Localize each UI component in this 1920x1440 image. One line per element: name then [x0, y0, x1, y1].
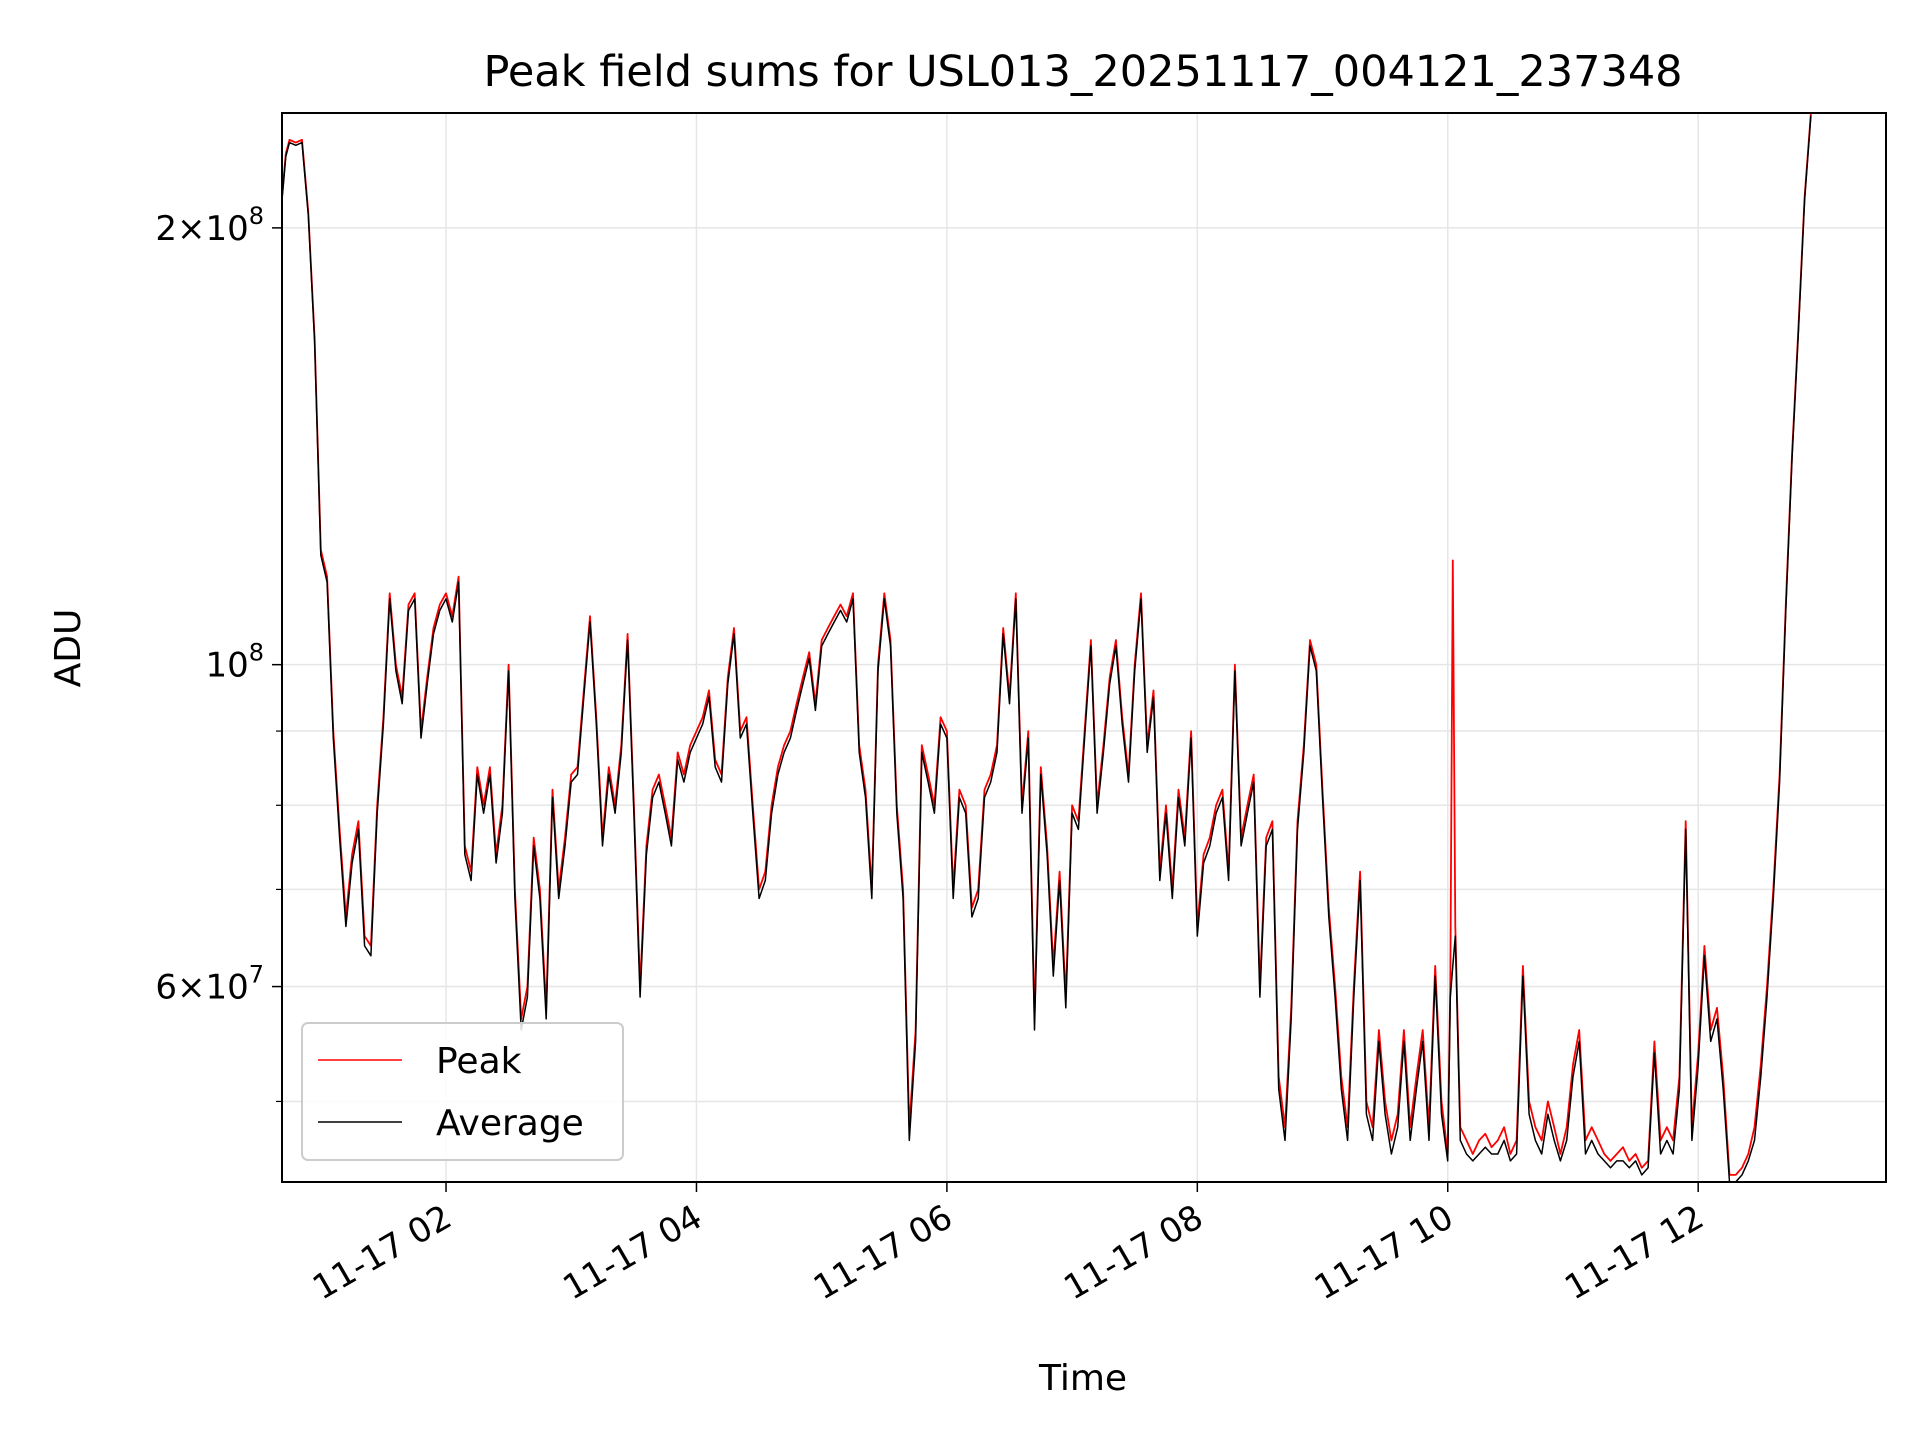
legend-average-label: Average	[436, 1103, 584, 1144]
y-axis-label: ADU	[48, 609, 89, 688]
legend-peak-label: Peak	[436, 1041, 522, 1082]
y-tick-label: 2×108	[155, 202, 264, 249]
series-line-average	[281, 115, 1812, 1183]
y-tick-label: 6×107	[155, 961, 264, 1008]
plot-frame	[281, 112, 1887, 1183]
chart-title: Peak field sums for USL013_20251117_0041…	[483, 47, 1682, 97]
legend: Peak Average	[301, 1022, 624, 1161]
x-axis-label: Time	[1038, 1358, 1127, 1399]
legend-box	[301, 1022, 624, 1161]
y-tick-label: 108	[205, 639, 264, 686]
y-axis-ticks: 2×108 108 6×107	[155, 202, 282, 1103]
gridlines	[282, 113, 1886, 1182]
plot-area	[281, 112, 1812, 1183]
